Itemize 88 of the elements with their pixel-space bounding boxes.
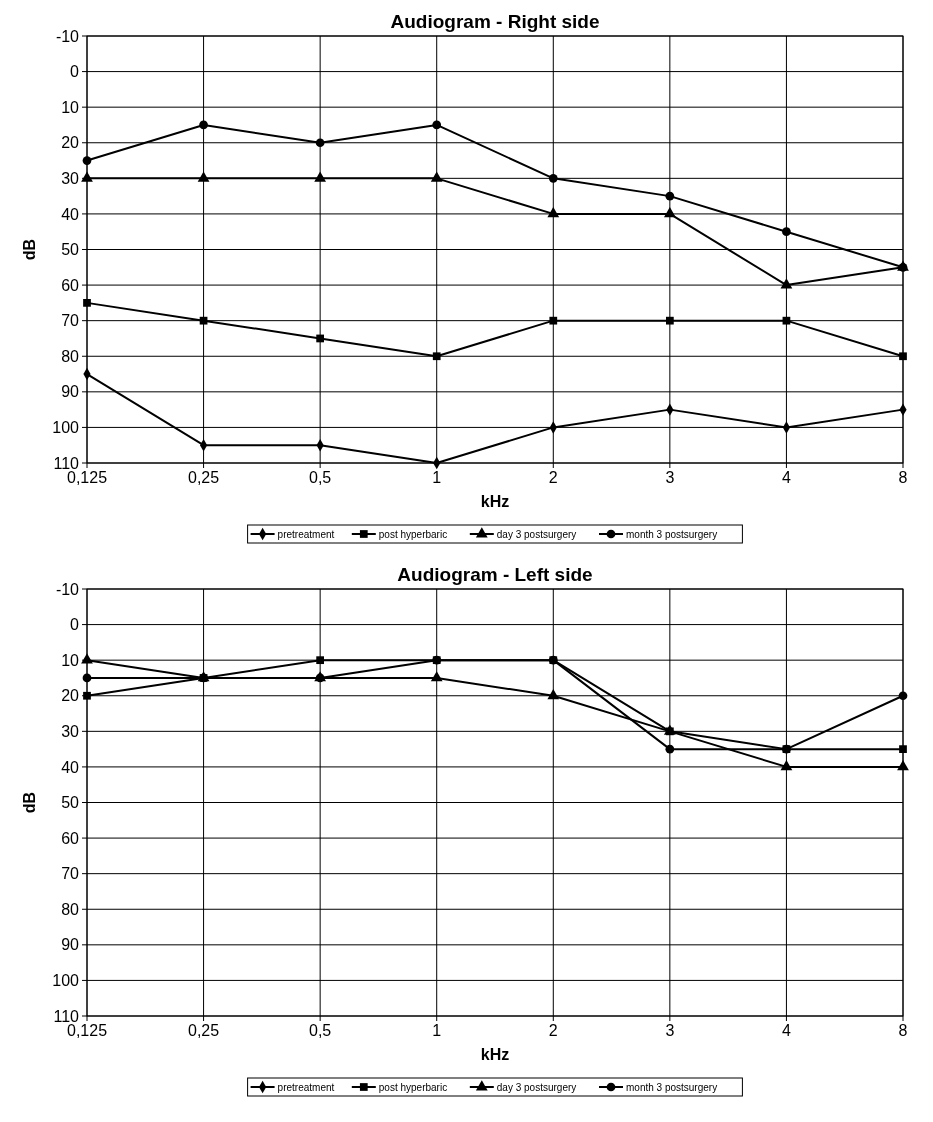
point (81, 171, 93, 182)
point (83, 299, 91, 307)
y-tick-label: 90 (61, 936, 80, 954)
point (82, 673, 92, 683)
x-tick-label: 0,5 (309, 469, 332, 486)
point (897, 760, 909, 771)
legend-label: day 3 postsurgery (496, 528, 577, 540)
legend-label: post hyperbaric (378, 1081, 448, 1093)
chart-title: Audiogram - Left side (397, 564, 593, 585)
point (82, 156, 92, 165)
x-tick-label: 0,25 (188, 1022, 220, 1039)
y-tick-label: 60 (61, 276, 80, 294)
point (432, 352, 441, 361)
point (430, 171, 443, 182)
y-tick-label: 70 (61, 312, 80, 330)
x-tick-label: 3 (665, 469, 675, 486)
point (199, 120, 208, 130)
point (549, 316, 558, 325)
legend-label: pretreatment (277, 528, 335, 540)
y-axis-title: dB (21, 238, 38, 261)
y-tick-label: 110 (53, 454, 80, 472)
y-tick-label: -10 (55, 580, 80, 598)
x-axis-title: kHz (480, 1046, 510, 1063)
y-tick-label: 50 (61, 241, 80, 259)
x-tick-label: 0,25 (188, 469, 220, 486)
y-tick-label: -10 (55, 27, 80, 45)
y-tick-label: 0 (70, 616, 80, 634)
x-tick-label: 2 (548, 1022, 558, 1039)
x-tick-label: 4 (781, 469, 791, 486)
point (547, 207, 560, 218)
y-tick-label: 50 (61, 794, 80, 812)
x-tick-label: 3 (665, 1022, 675, 1039)
y-tick-label: 30 (61, 722, 80, 740)
point (199, 316, 208, 325)
point (782, 227, 791, 237)
point (316, 334, 325, 343)
legend-label: day 3 postsurgery (496, 1081, 577, 1093)
y-tick-label: 20 (61, 687, 80, 705)
point (782, 316, 791, 325)
point (432, 120, 442, 130)
y-tick-label: 10 (61, 651, 80, 669)
y-tick-label: 0 (70, 63, 80, 81)
point (81, 653, 93, 664)
legend-label: post hyperbaric (378, 528, 448, 540)
x-axis-title: kHz (480, 493, 510, 510)
point (898, 691, 908, 701)
x-tick-label: 4 (781, 1022, 791, 1039)
x-tick-label: 8 (898, 1022, 908, 1039)
y-tick-label: 10 (61, 98, 80, 116)
y-tick-label: 90 (61, 383, 80, 401)
point (665, 316, 674, 325)
y-tick-label: 40 (61, 205, 80, 223)
point (899, 745, 907, 753)
chart-title: Audiogram - Right side (390, 11, 600, 32)
point (780, 278, 793, 289)
y-tick-label: 40 (61, 758, 80, 776)
y-tick-label: 80 (61, 347, 80, 365)
y-tick-label: 70 (61, 865, 80, 883)
y-axis-title: dB (21, 791, 38, 814)
point (315, 138, 325, 148)
x-tick-label: 0,125 (66, 469, 108, 486)
point (430, 671, 443, 682)
point (665, 744, 675, 754)
point (663, 207, 676, 218)
y-tick-label: 80 (61, 900, 80, 918)
point (899, 352, 907, 361)
x-tick-label: 1 (432, 469, 442, 486)
x-tick-label: 0,125 (66, 1022, 108, 1039)
point (316, 656, 325, 665)
y-tick-label: 110 (53, 1007, 80, 1025)
y-tick-label: 60 (61, 829, 80, 847)
legend-label: month 3 postsurgery (626, 528, 718, 540)
point (665, 191, 675, 201)
legend-label: month 3 postsurgery (626, 1081, 718, 1093)
point (197, 171, 210, 182)
y-tick-label: 100 (52, 972, 80, 990)
point (314, 171, 327, 182)
x-tick-label: 2 (548, 469, 558, 486)
x-tick-label: 0,5 (309, 1022, 332, 1039)
y-tick-label: 20 (61, 134, 80, 152)
point (780, 760, 793, 771)
x-tick-label: 1 (432, 1022, 442, 1039)
y-tick-label: 100 (52, 419, 80, 437)
legend-label: pretreatment (277, 1081, 335, 1093)
y-tick-label: 30 (61, 169, 80, 187)
point (548, 173, 558, 183)
x-tick-label: 8 (898, 469, 908, 486)
point (547, 688, 560, 700)
